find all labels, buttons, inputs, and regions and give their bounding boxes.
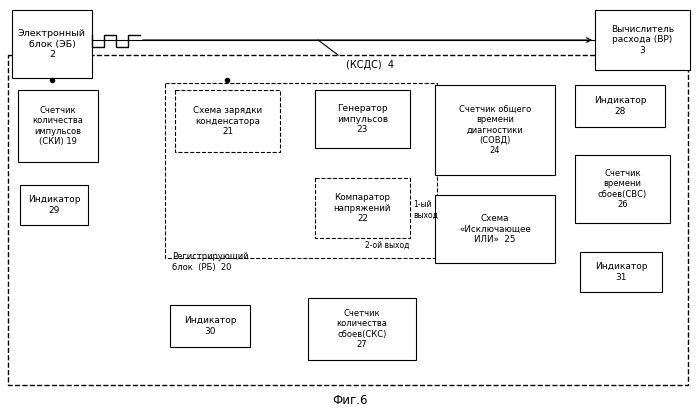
Text: Регистрирующий
блок  (РБ)  20: Регистрирующий блок (РБ) 20 <box>172 252 248 272</box>
Text: Генератор
импульсов
23: Генератор импульсов 23 <box>337 104 388 134</box>
Bar <box>435 195 555 263</box>
Text: 1-ый
выход: 1-ый выход <box>413 200 438 219</box>
Text: 2-ой выход: 2-ой выход <box>365 241 409 250</box>
Text: (КСДС)  4: (КСДС) 4 <box>346 60 394 70</box>
Text: Счетчик
времени
сбоев(СВС)
26: Счетчик времени сбоев(СВС) 26 <box>598 169 647 209</box>
Text: Схема зарядки
конденсатора
21: Схема зарядки конденсатора 21 <box>193 106 262 136</box>
Bar <box>315 178 410 238</box>
Text: Индикатор
31: Индикатор 31 <box>595 262 648 282</box>
Bar <box>20 185 88 225</box>
Text: Фиг.6: Фиг.6 <box>332 393 368 406</box>
Text: Схема
«Исключающее
ИЛИ»  25: Схема «Исключающее ИЛИ» 25 <box>459 214 531 244</box>
Bar <box>175 90 280 152</box>
Text: Счетчик
количества
импульсов
(СКИ) 19: Счетчик количества импульсов (СКИ) 19 <box>33 106 83 146</box>
Text: Счетчик общего
времени
диагностики
(СОВД)
24: Счетчик общего времени диагностики (СОВД… <box>459 105 531 155</box>
Text: Электронный
блок (ЭБ)
2: Электронный блок (ЭБ) 2 <box>18 29 86 59</box>
Bar <box>18 90 98 162</box>
Text: Индикатор
28: Индикатор 28 <box>594 96 646 116</box>
Bar <box>315 90 410 148</box>
Text: Счетчик
количества
сбоев(СКС)
27: Счетчик количества сбоев(СКС) 27 <box>337 309 387 349</box>
Text: Индикатор
30: Индикатор 30 <box>183 316 237 336</box>
Text: Компаратор
напряжений
22: Компаратор напряжений 22 <box>334 193 391 223</box>
Bar <box>170 305 250 347</box>
Bar <box>12 10 92 78</box>
Bar <box>165 83 437 258</box>
Text: Вычислитель
расхода (ВР)
3: Вычислитель расхода (ВР) 3 <box>611 25 674 55</box>
Bar <box>575 85 665 127</box>
Bar <box>308 298 416 360</box>
Bar <box>575 155 670 223</box>
Text: Индикатор
29: Индикатор 29 <box>28 195 80 215</box>
Bar <box>8 55 688 385</box>
Bar <box>580 252 662 292</box>
Bar <box>435 85 555 175</box>
Bar <box>595 10 690 70</box>
